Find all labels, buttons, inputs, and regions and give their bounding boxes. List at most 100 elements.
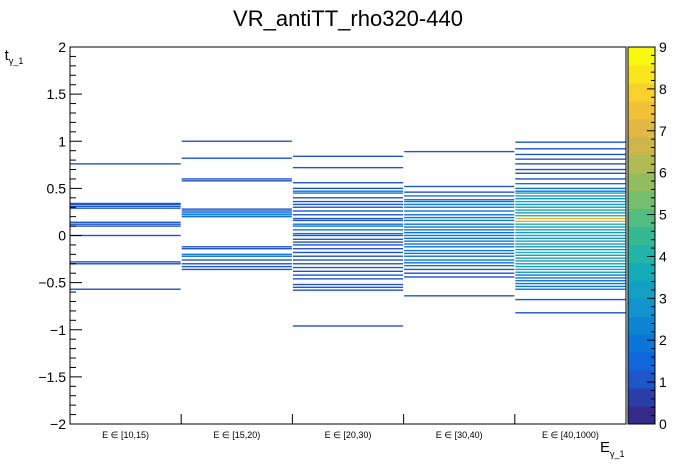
- heatmap-cell: [181, 214, 292, 216]
- heatmap-cell: [404, 295, 515, 297]
- heatmap-cell: [404, 249, 515, 252]
- heatmap-cell: [404, 262, 515, 264]
- heatmap-cell: [515, 198, 626, 200]
- heatmap-cell: [515, 182, 626, 185]
- heatmap-cell: [404, 246, 515, 248]
- heatmap-cell: [515, 237, 626, 240]
- heatmap-cell: [292, 278, 404, 280]
- heatmap-cell: [181, 208, 292, 210]
- heatmap-cell: [181, 178, 292, 180]
- heatmap-cell: [404, 255, 515, 257]
- heatmap-cell: [292, 217, 404, 220]
- color-scale-segment: [628, 172, 655, 192]
- color-scale-segment: [628, 100, 655, 120]
- heatmap-cell: [181, 265, 292, 268]
- heatmap-cell: [515, 231, 626, 234]
- heatmap-cell: [404, 252, 515, 255]
- heatmap-cell: [292, 225, 404, 227]
- z-tick-label: 1: [659, 374, 667, 390]
- color-scale-frame: [627, 46, 656, 425]
- heatmap-cell: [515, 254, 626, 256]
- heatmap-cell: [515, 148, 626, 150]
- heatmap-cell: [292, 234, 404, 237]
- heatmap-cell: [515, 246, 626, 248]
- heatmap-cell: [292, 192, 404, 194]
- heatmap-cell: [515, 274, 626, 276]
- heatmap-cell: [515, 195, 626, 197]
- heatmap-cell: [404, 276, 515, 278]
- heatmap-cell: [292, 187, 404, 190]
- heatmap-cell: [515, 265, 626, 268]
- heatmap-cell: [515, 234, 626, 237]
- heatmap-cell: [70, 288, 181, 290]
- heatmap-cell: [515, 260, 626, 262]
- heatmap-cell: [181, 259, 292, 261]
- heatmap-cell: [292, 266, 404, 269]
- heatmap-cell: [70, 202, 181, 205]
- z-tick-label: 4: [659, 248, 667, 264]
- heatmap-cell: [292, 200, 404, 203]
- heatmap-cell: [292, 325, 404, 327]
- y-axis-label-main: t: [5, 47, 10, 64]
- heatmap-cell: [404, 198, 515, 201]
- heatmap-cell: [404, 268, 515, 271]
- heatmap-cell: [181, 247, 292, 250]
- color-scale-segment: [628, 226, 655, 245]
- heatmap-cell: [515, 268, 626, 271]
- heatmap-cell: [181, 210, 292, 212]
- heatmap-cell: [515, 217, 626, 220]
- heatmap-cell: [70, 203, 181, 206]
- color-scale-segment: [628, 208, 655, 228]
- heatmap-cell: [70, 223, 181, 225]
- z-tick-label: 0: [659, 416, 667, 432]
- x-tick-label: E ∈ [20,30): [325, 430, 372, 440]
- heatmap-cell: [515, 248, 626, 251]
- heatmap-cell: [515, 226, 626, 228]
- heatmap-cell: [404, 195, 515, 197]
- heatmap-cell: [515, 229, 626, 231]
- heatmap-cell: [515, 220, 626, 223]
- heatmap-cell: [181, 215, 292, 218]
- heatmap-cell: [515, 298, 626, 301]
- heatmap-cell: [292, 238, 404, 240]
- x-axis-label-main: E: [600, 439, 610, 456]
- heatmap-cell: [515, 192, 626, 194]
- heatmap-cell: [70, 221, 181, 224]
- z-tick-label: 2: [659, 332, 667, 348]
- heatmap-cell: [404, 191, 515, 193]
- x-tick-label: E ∈ [10,15): [102, 430, 149, 440]
- y-tick-label: 0: [58, 228, 66, 244]
- heatmap-cell: [404, 203, 515, 206]
- heatmap-cell: [292, 229, 404, 231]
- heatmap-cell: [404, 200, 515, 203]
- y-tick-label: −1: [50, 322, 66, 338]
- heatmap-cell: [404, 206, 515, 208]
- heatmap-cell: [515, 288, 626, 290]
- heatmap-cell: [404, 240, 515, 242]
- y-tick-label: −0.5: [38, 275, 66, 291]
- heatmap-cell: [70, 205, 181, 207]
- heatmap-cell: [292, 210, 404, 212]
- heatmap-cell: [515, 215, 626, 217]
- heatmap-cell: [404, 216, 515, 219]
- heatmap-cell: [181, 255, 292, 257]
- heatmap-cell: [292, 166, 404, 169]
- heatmap-cell: [404, 226, 515, 228]
- z-tick-label: 5: [659, 207, 667, 223]
- heatmap-cell: [515, 223, 626, 225]
- color-scale-segment: [628, 352, 655, 371]
- color-scale-segment: [628, 262, 655, 281]
- x-tick-label: E ∈ [40,1000): [542, 430, 599, 440]
- heatmap-cell: [181, 180, 292, 182]
- x-axis: E ∈ [10,15) E ∈ [15,20) E ∈ [20,30) E ∈ [30…: [102, 414, 599, 440]
- color-scale-segment: [628, 316, 655, 335]
- x-tick-label: E ∈ [30,40): [436, 430, 483, 440]
- heatmap-cell: [404, 150, 515, 153]
- heatmap-cell: [515, 257, 626, 259]
- heatmap-cell: [404, 237, 515, 240]
- heatmap-cell: [515, 206, 626, 208]
- heatmap-cell: [404, 243, 515, 245]
- color-scale-segment: [628, 298, 655, 317]
- z-tick-label: 7: [659, 123, 667, 139]
